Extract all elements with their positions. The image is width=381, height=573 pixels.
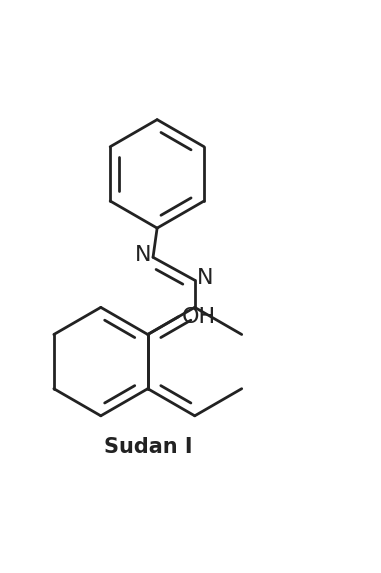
Text: N: N: [134, 245, 151, 265]
Text: OH: OH: [182, 307, 216, 327]
Text: N: N: [197, 268, 213, 288]
Text: Sudan I: Sudan I: [104, 437, 192, 457]
